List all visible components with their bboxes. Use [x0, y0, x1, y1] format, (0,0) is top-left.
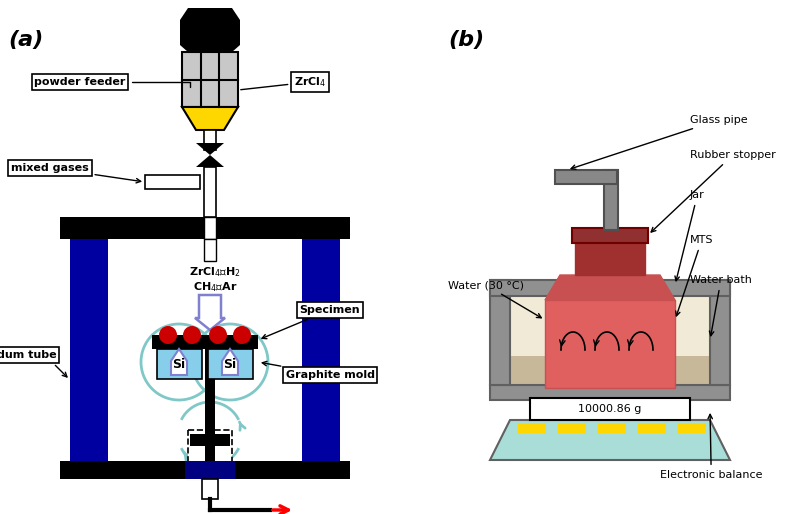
Text: Water bath: Water bath: [690, 275, 752, 336]
Bar: [545, 300, 675, 388]
Polygon shape: [222, 349, 238, 375]
Text: Glass pipe: Glass pipe: [571, 115, 748, 170]
Bar: [710, 280, 730, 385]
Polygon shape: [171, 349, 187, 375]
Text: Corundum tube: Corundum tube: [0, 350, 67, 377]
Bar: [152, 335, 258, 349]
Bar: [205, 446, 215, 461]
Text: mixed gases: mixed gases: [11, 163, 141, 183]
Bar: [60, 217, 350, 239]
Bar: [518, 423, 546, 433]
Bar: [598, 423, 626, 433]
Text: Electronic balance: Electronic balance: [660, 414, 762, 480]
Bar: [185, 461, 235, 479]
Text: ZrCl$_4$: ZrCl$_4$: [241, 75, 326, 90]
Circle shape: [233, 326, 251, 344]
Polygon shape: [182, 107, 238, 130]
Bar: [530, 398, 690, 420]
Bar: [575, 240, 645, 275]
Polygon shape: [180, 8, 240, 52]
Bar: [555, 170, 617, 184]
Text: (b): (b): [448, 30, 484, 50]
Polygon shape: [545, 275, 675, 300]
Text: 10000.86 g: 10000.86 g: [578, 404, 642, 414]
Circle shape: [209, 326, 227, 344]
Bar: [678, 423, 706, 433]
Bar: [70, 239, 108, 461]
Bar: [182, 52, 238, 107]
Bar: [190, 434, 230, 446]
Bar: [490, 280, 730, 296]
Polygon shape: [490, 420, 730, 460]
Text: Si: Si: [173, 358, 186, 371]
Bar: [572, 228, 648, 243]
Bar: [205, 349, 215, 434]
Polygon shape: [196, 155, 224, 167]
Bar: [202, 479, 218, 499]
Bar: [145, 175, 200, 189]
Bar: [204, 217, 216, 239]
Text: Rubber stopper: Rubber stopper: [651, 150, 776, 232]
Bar: [157, 349, 202, 379]
Text: CH$_4$、Ar: CH$_4$、Ar: [193, 280, 237, 294]
Bar: [490, 385, 730, 400]
Bar: [302, 239, 340, 461]
Bar: [490, 280, 510, 385]
Bar: [60, 461, 350, 479]
Bar: [204, 239, 216, 261]
Circle shape: [183, 326, 201, 344]
Bar: [204, 130, 216, 150]
Polygon shape: [196, 143, 224, 155]
Text: (a): (a): [8, 30, 43, 50]
Text: Graphite mold: Graphite mold: [262, 361, 374, 380]
Bar: [604, 170, 618, 230]
Text: powder feeder: powder feeder: [34, 77, 190, 87]
Bar: [188, 430, 232, 464]
Bar: [510, 356, 710, 386]
Bar: [208, 349, 253, 379]
Circle shape: [159, 326, 177, 344]
Polygon shape: [195, 295, 225, 330]
Bar: [558, 423, 586, 433]
Bar: [510, 296, 710, 386]
Text: Si: Si: [223, 358, 237, 371]
Text: MTS: MTS: [676, 235, 714, 316]
Text: Specimen: Specimen: [262, 305, 360, 339]
Bar: [638, 423, 666, 433]
Text: ZrCl$_4$、H$_2$: ZrCl$_4$、H$_2$: [189, 265, 241, 279]
Text: Water (30 °C): Water (30 °C): [448, 280, 542, 318]
Bar: [204, 167, 216, 217]
Text: Jar: Jar: [675, 190, 705, 281]
